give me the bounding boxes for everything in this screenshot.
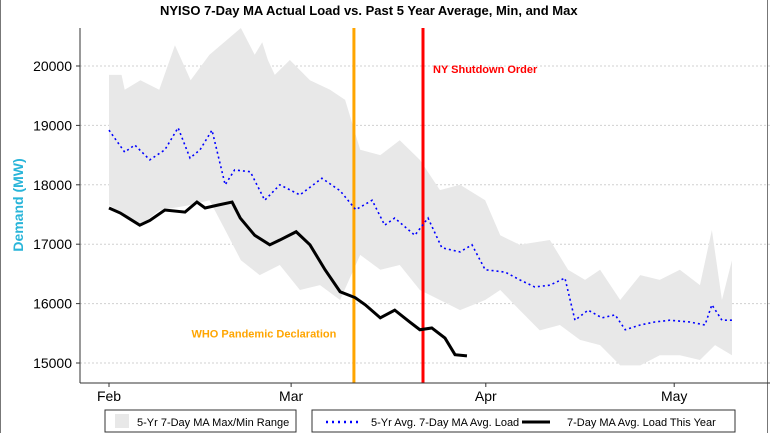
max-min-band xyxy=(109,27,732,366)
x-tick-label: Feb xyxy=(97,388,121,404)
y-tick-label: 16000 xyxy=(33,296,72,312)
y-tick-label: 17000 xyxy=(33,236,72,252)
x-tick-label: Mar xyxy=(279,388,303,404)
five-year-avg-line xyxy=(108,125,732,331)
y-tick-label: 20000 xyxy=(33,58,72,74)
y-tick-label: 18000 xyxy=(33,177,72,193)
legend-swatch-range xyxy=(115,414,129,428)
x-tick-label: Apr xyxy=(475,388,497,404)
legend-label-this-year: 7-Day MA Avg. Load This Year xyxy=(567,417,716,429)
annotation-label: WHO Pandemic Declaration xyxy=(191,328,336,340)
annotation-label: NY Shutdown Order xyxy=(433,64,538,76)
chart-title: NYISO 7-Day MA Actual Load vs. Past 5 Ye… xyxy=(160,3,578,18)
y-axis-label: Demand (MW) xyxy=(10,158,26,251)
this-year-line xyxy=(108,200,468,358)
legend-label-avg: 5-Yr Avg. 7-Day MA Avg. Load xyxy=(371,417,519,429)
x-tick-label: May xyxy=(661,388,687,404)
y-tick-label: 19000 xyxy=(33,117,72,133)
legend-label-range: 5-Yr 7-Day MA Max/Min Range xyxy=(137,417,289,429)
y-tick-label: 15000 xyxy=(33,355,72,371)
legend-box-range xyxy=(104,409,297,433)
